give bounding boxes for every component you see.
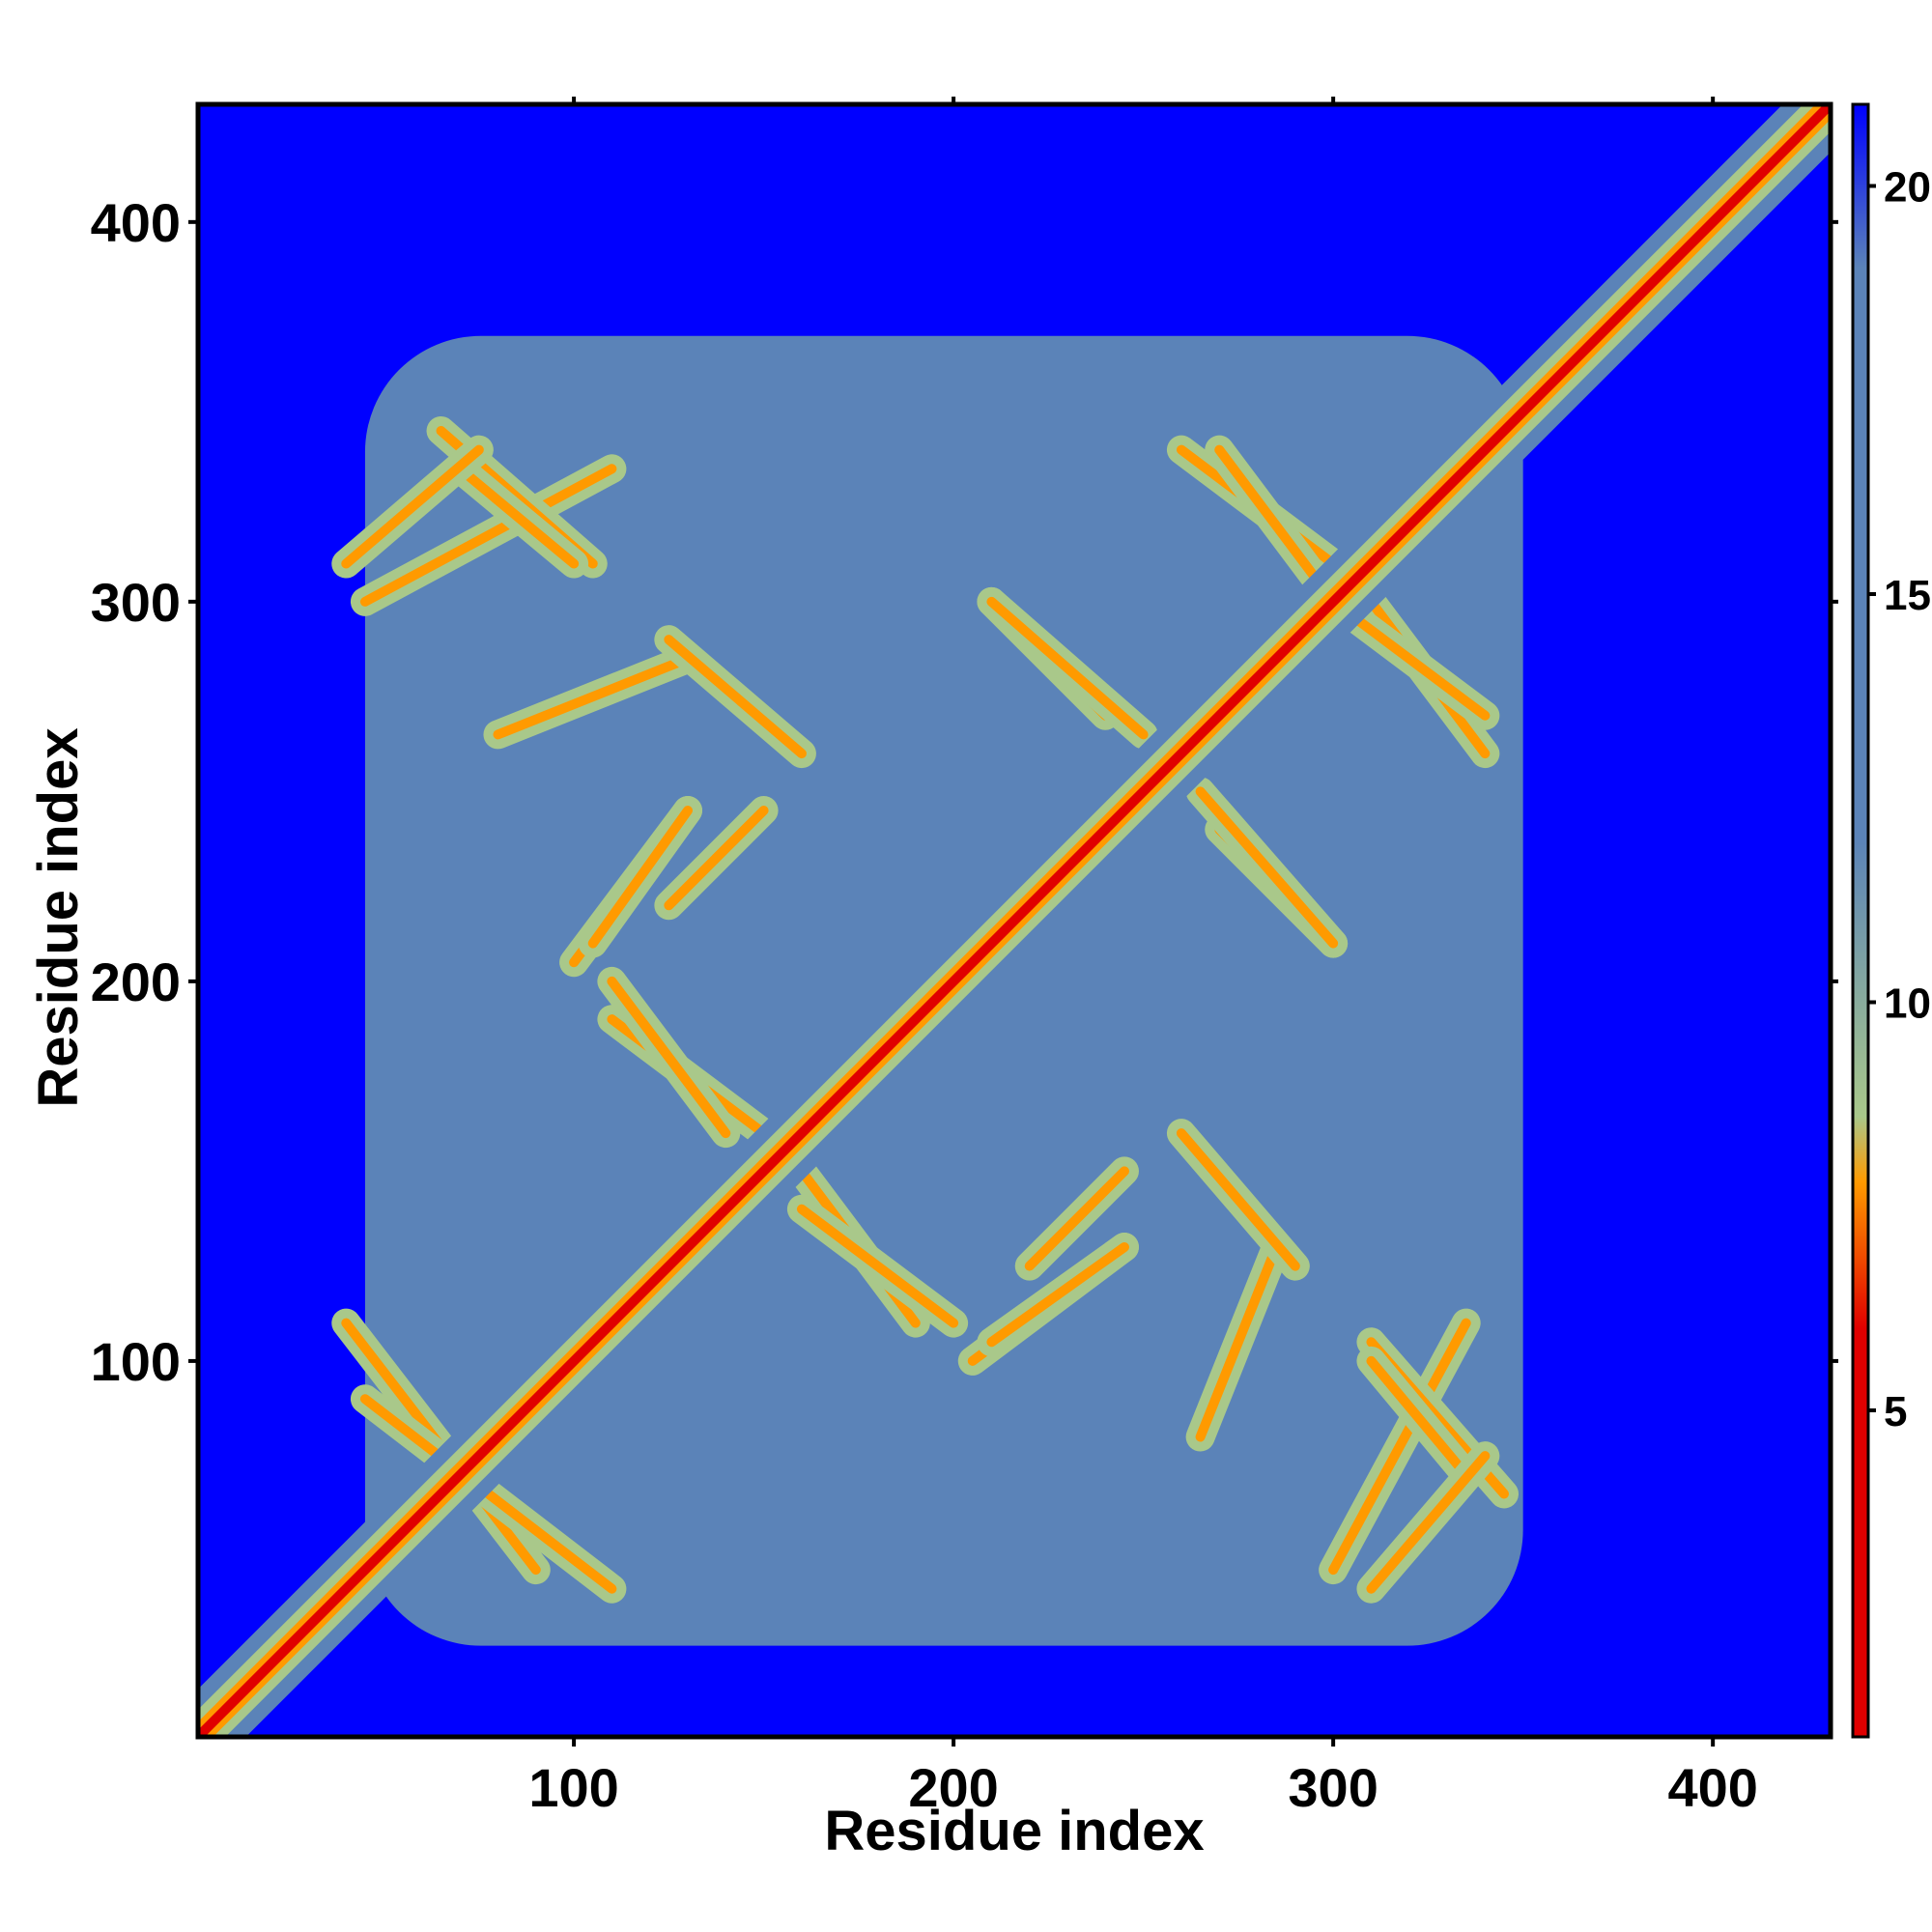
heatmap-plot-area: [198, 104, 1831, 1737]
x-axis-ticks: 100 200 300 400: [528, 97, 1758, 1818]
strand-band-core: [607, 976, 731, 1139]
strand-band-core: [986, 1242, 1129, 1348]
strand-band-core: [1176, 1128, 1300, 1271]
strand-band-core: [1366, 1451, 1491, 1594]
strand-band-core: [664, 635, 807, 759]
plot-frame: [195, 101, 1833, 1740]
strand-band-core: [341, 444, 484, 569]
strand-band-core: [359, 464, 617, 607]
strand-band-core: [986, 596, 1149, 740]
colorbar: 5 10 15 20: [1851, 102, 1931, 1739]
diagonal-band-core: [198, 104, 1831, 1737]
strand-band-core: [455, 464, 580, 569]
strand-band-core: [796, 1204, 959, 1328]
strand-band-core: [587, 806, 693, 949]
x-tick-label: 300: [1288, 1757, 1378, 1818]
colorbar-tick-label: 5: [1884, 1388, 1907, 1435]
strand-band-core: [1195, 1242, 1282, 1442]
y-axis-title: Residue index: [27, 727, 90, 1107]
colorbar-tick-label: 10: [1884, 980, 1931, 1028]
x-axis-title: Residue index: [824, 1800, 1204, 1862]
x-tick-label: 100: [528, 1757, 618, 1818]
y-tick-label: 200: [91, 952, 181, 1012]
y-tick-label: 400: [91, 192, 181, 253]
y-tick-label: 100: [91, 1331, 181, 1392]
colorbar-ticks: 5 10 15 20: [1868, 164, 1931, 1435]
x-tick-label: 400: [1667, 1757, 1757, 1818]
strand-band-core: [493, 653, 693, 740]
heatmap-diagonal: [198, 104, 1831, 1737]
x-tick-label: 200: [908, 1757, 998, 1818]
colorbar-tick-label: 15: [1884, 572, 1931, 619]
strand-band-core: [1024, 1166, 1129, 1271]
strand-band-core: [1328, 1318, 1471, 1576]
colorbar-tick-label: 20: [1884, 164, 1931, 212]
strand-band-core: [664, 806, 769, 911]
strand-band-core: [1195, 786, 1339, 949]
y-axis-ticks: 100 200 300 400: [91, 192, 1838, 1392]
strand-band-core: [1366, 1355, 1471, 1480]
colorbar-gradient: [1851, 102, 1870, 1739]
y-tick-label: 300: [91, 572, 181, 633]
